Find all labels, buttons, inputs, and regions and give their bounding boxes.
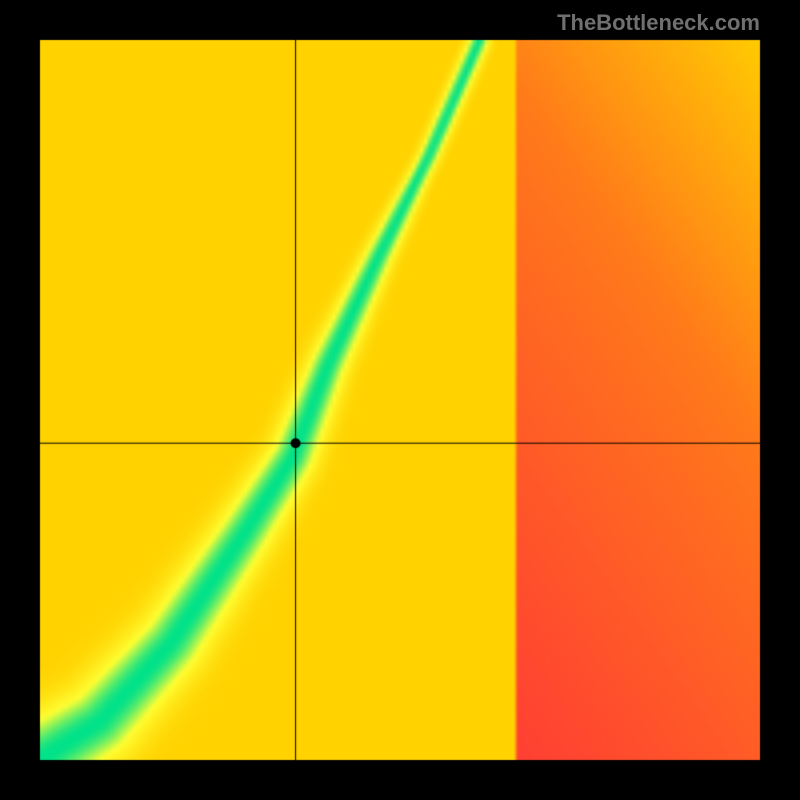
watermark-label: TheBottleneck.com (557, 10, 760, 36)
chart-container: TheBottleneck.com (0, 0, 800, 800)
bottleneck-heatmap (0, 0, 800, 800)
